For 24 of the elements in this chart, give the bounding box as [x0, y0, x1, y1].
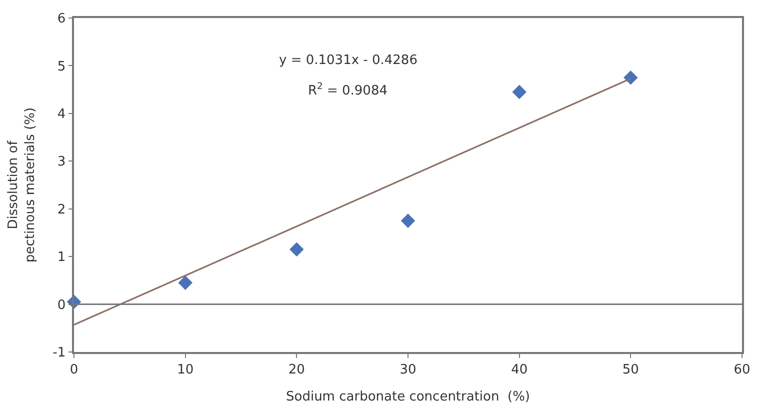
- point: [290, 242, 304, 257]
- y-tick-label: -1: [52, 346, 66, 361]
- x-tick-label: 20: [288, 362, 305, 378]
- y-tick-label: 3: [57, 154, 66, 170]
- x-tick-label: 0: [70, 362, 78, 378]
- x-tick-label: 30: [400, 362, 416, 378]
- y-tick-label: 2: [57, 202, 66, 218]
- x-tick-label: 60: [734, 362, 750, 378]
- annotation: y = 0.1031x - 0.4286: [279, 53, 418, 68]
- x-axis-title: Sodium carbonate concentration (%): [286, 389, 530, 404]
- y-tick-label: 0: [57, 298, 66, 313]
- y-tick-label: 5: [57, 59, 66, 74]
- y-tick-label: 4: [57, 106, 66, 122]
- point: [400, 214, 416, 228]
- y-tick-label: 6: [57, 12, 66, 27]
- x-tick-label: 40: [511, 362, 528, 378]
- y-tick-label: 1: [57, 250, 66, 266]
- y-axis-title: Dissolution of pectinous materials (%): [6, 107, 38, 263]
- annotation: R$^{2}$ = 0.9084: [308, 82, 388, 98]
- x-tick-label: 50: [622, 362, 639, 378]
- x-tick-label: 10: [177, 362, 194, 378]
- point: [624, 70, 638, 85]
- point: [178, 276, 192, 290]
- point: [512, 84, 526, 100]
